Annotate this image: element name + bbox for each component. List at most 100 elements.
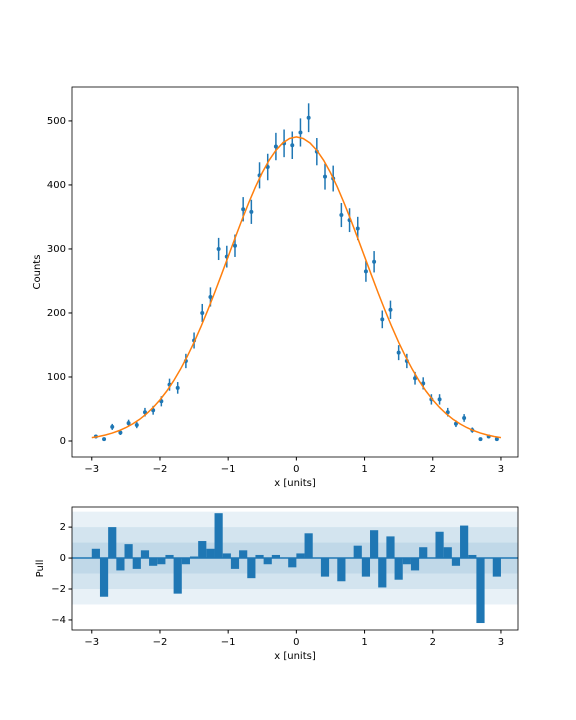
pull-bar bbox=[419, 547, 428, 559]
pull-bar bbox=[124, 544, 133, 559]
pull-bar bbox=[402, 558, 411, 565]
pull-bar bbox=[337, 558, 346, 582]
y-tick-label: 100 bbox=[47, 372, 66, 383]
data-point bbox=[437, 397, 442, 402]
data-point bbox=[494, 437, 499, 442]
x-axis-label: x [units] bbox=[274, 478, 316, 489]
pull-bar bbox=[108, 527, 117, 559]
pull-bar bbox=[189, 556, 199, 559]
data-point bbox=[323, 174, 328, 179]
x-tick-label: 1 bbox=[361, 637, 367, 648]
pull-bar bbox=[132, 558, 141, 569]
pull-bar bbox=[230, 558, 240, 569]
y-tick-label: 0 bbox=[60, 553, 66, 564]
pull-bar bbox=[378, 558, 387, 588]
pull-bar bbox=[410, 558, 420, 571]
y-tick-label: 0 bbox=[60, 436, 66, 447]
data-point bbox=[290, 143, 295, 148]
y-tick-label: 500 bbox=[47, 116, 66, 127]
pull-bar bbox=[149, 558, 158, 566]
data-point bbox=[273, 144, 278, 149]
data-point bbox=[249, 209, 254, 214]
y-tick-label: 2 bbox=[60, 522, 66, 533]
data-point bbox=[380, 317, 385, 322]
pull-bar bbox=[206, 548, 215, 559]
data-point bbox=[363, 269, 368, 274]
pull-bar bbox=[288, 558, 297, 568]
pull-bar bbox=[386, 536, 395, 559]
pull-bar bbox=[435, 531, 444, 559]
pull-bar bbox=[492, 558, 501, 577]
pull-bar bbox=[247, 558, 256, 579]
y-axis-label: Pull bbox=[35, 560, 46, 578]
y-tick-label: 200 bbox=[47, 308, 66, 319]
data-point bbox=[175, 385, 180, 390]
data-point bbox=[413, 376, 418, 381]
x-tick-label: 2 bbox=[430, 637, 436, 648]
data-point bbox=[126, 421, 131, 426]
axes-frame bbox=[71, 506, 519, 631]
x-tick-label: 3 bbox=[498, 464, 504, 475]
pull-bar bbox=[140, 550, 150, 559]
pull-bar bbox=[239, 550, 248, 559]
x-tick-label: −1 bbox=[221, 464, 236, 475]
pull-bar bbox=[370, 530, 379, 559]
pull-bar bbox=[304, 533, 313, 559]
data-point bbox=[216, 246, 221, 251]
x-tick-label: 0 bbox=[293, 637, 299, 648]
data-point bbox=[388, 307, 393, 312]
pull-bar bbox=[99, 558, 109, 597]
pull-bar bbox=[443, 547, 452, 559]
x-tick-label: −2 bbox=[153, 464, 168, 475]
pull-bar bbox=[263, 558, 272, 565]
y-tick-label: 400 bbox=[47, 180, 66, 191]
fit-line bbox=[91, 136, 502, 439]
pull-bar bbox=[91, 548, 100, 559]
data-point bbox=[355, 226, 360, 231]
pull-bar bbox=[181, 558, 190, 565]
pull-bar bbox=[361, 558, 371, 577]
data-point bbox=[478, 437, 483, 442]
pull-bar bbox=[222, 553, 231, 559]
pull-bar bbox=[451, 558, 461, 566]
data-point bbox=[200, 310, 205, 315]
x-axis-label: x [units] bbox=[274, 651, 316, 662]
pull-bar bbox=[157, 558, 166, 565]
pull-bar bbox=[468, 554, 477, 559]
data-point bbox=[306, 115, 311, 120]
pull-bar bbox=[173, 558, 182, 594]
x-tick-label: 3 bbox=[498, 637, 504, 648]
data-point bbox=[241, 207, 246, 212]
data-point bbox=[462, 415, 467, 420]
x-tick-label: 1 bbox=[361, 464, 367, 475]
y-axis-label: Counts bbox=[32, 255, 43, 290]
axes-frame bbox=[71, 86, 519, 458]
data-point bbox=[110, 424, 115, 429]
pull-bar bbox=[394, 558, 403, 580]
pull-bar bbox=[476, 558, 485, 624]
x-tick-label: −3 bbox=[84, 637, 99, 648]
data-point bbox=[445, 410, 450, 415]
pull-bar bbox=[214, 513, 223, 559]
y-tick-label: −4 bbox=[51, 615, 66, 626]
data-point bbox=[134, 422, 139, 427]
data-point bbox=[232, 243, 237, 248]
pull-bar bbox=[198, 541, 207, 559]
pull-bar bbox=[353, 545, 362, 559]
y-tick-label: −2 bbox=[51, 584, 66, 595]
x-tick-label: −2 bbox=[153, 637, 168, 648]
x-tick-label: 2 bbox=[430, 464, 436, 475]
data-point bbox=[102, 437, 107, 442]
data-point bbox=[142, 410, 147, 415]
data-point bbox=[118, 430, 123, 435]
data-point bbox=[339, 213, 344, 218]
pull-bar bbox=[116, 558, 125, 571]
pull-bar bbox=[255, 554, 264, 559]
pull-bar bbox=[460, 525, 469, 559]
pull-bar bbox=[296, 553, 305, 559]
x-tick-label: 0 bbox=[293, 464, 299, 475]
data-point bbox=[396, 350, 401, 355]
y-tick-label: 300 bbox=[47, 244, 66, 255]
x-tick-label: −3 bbox=[84, 464, 99, 475]
